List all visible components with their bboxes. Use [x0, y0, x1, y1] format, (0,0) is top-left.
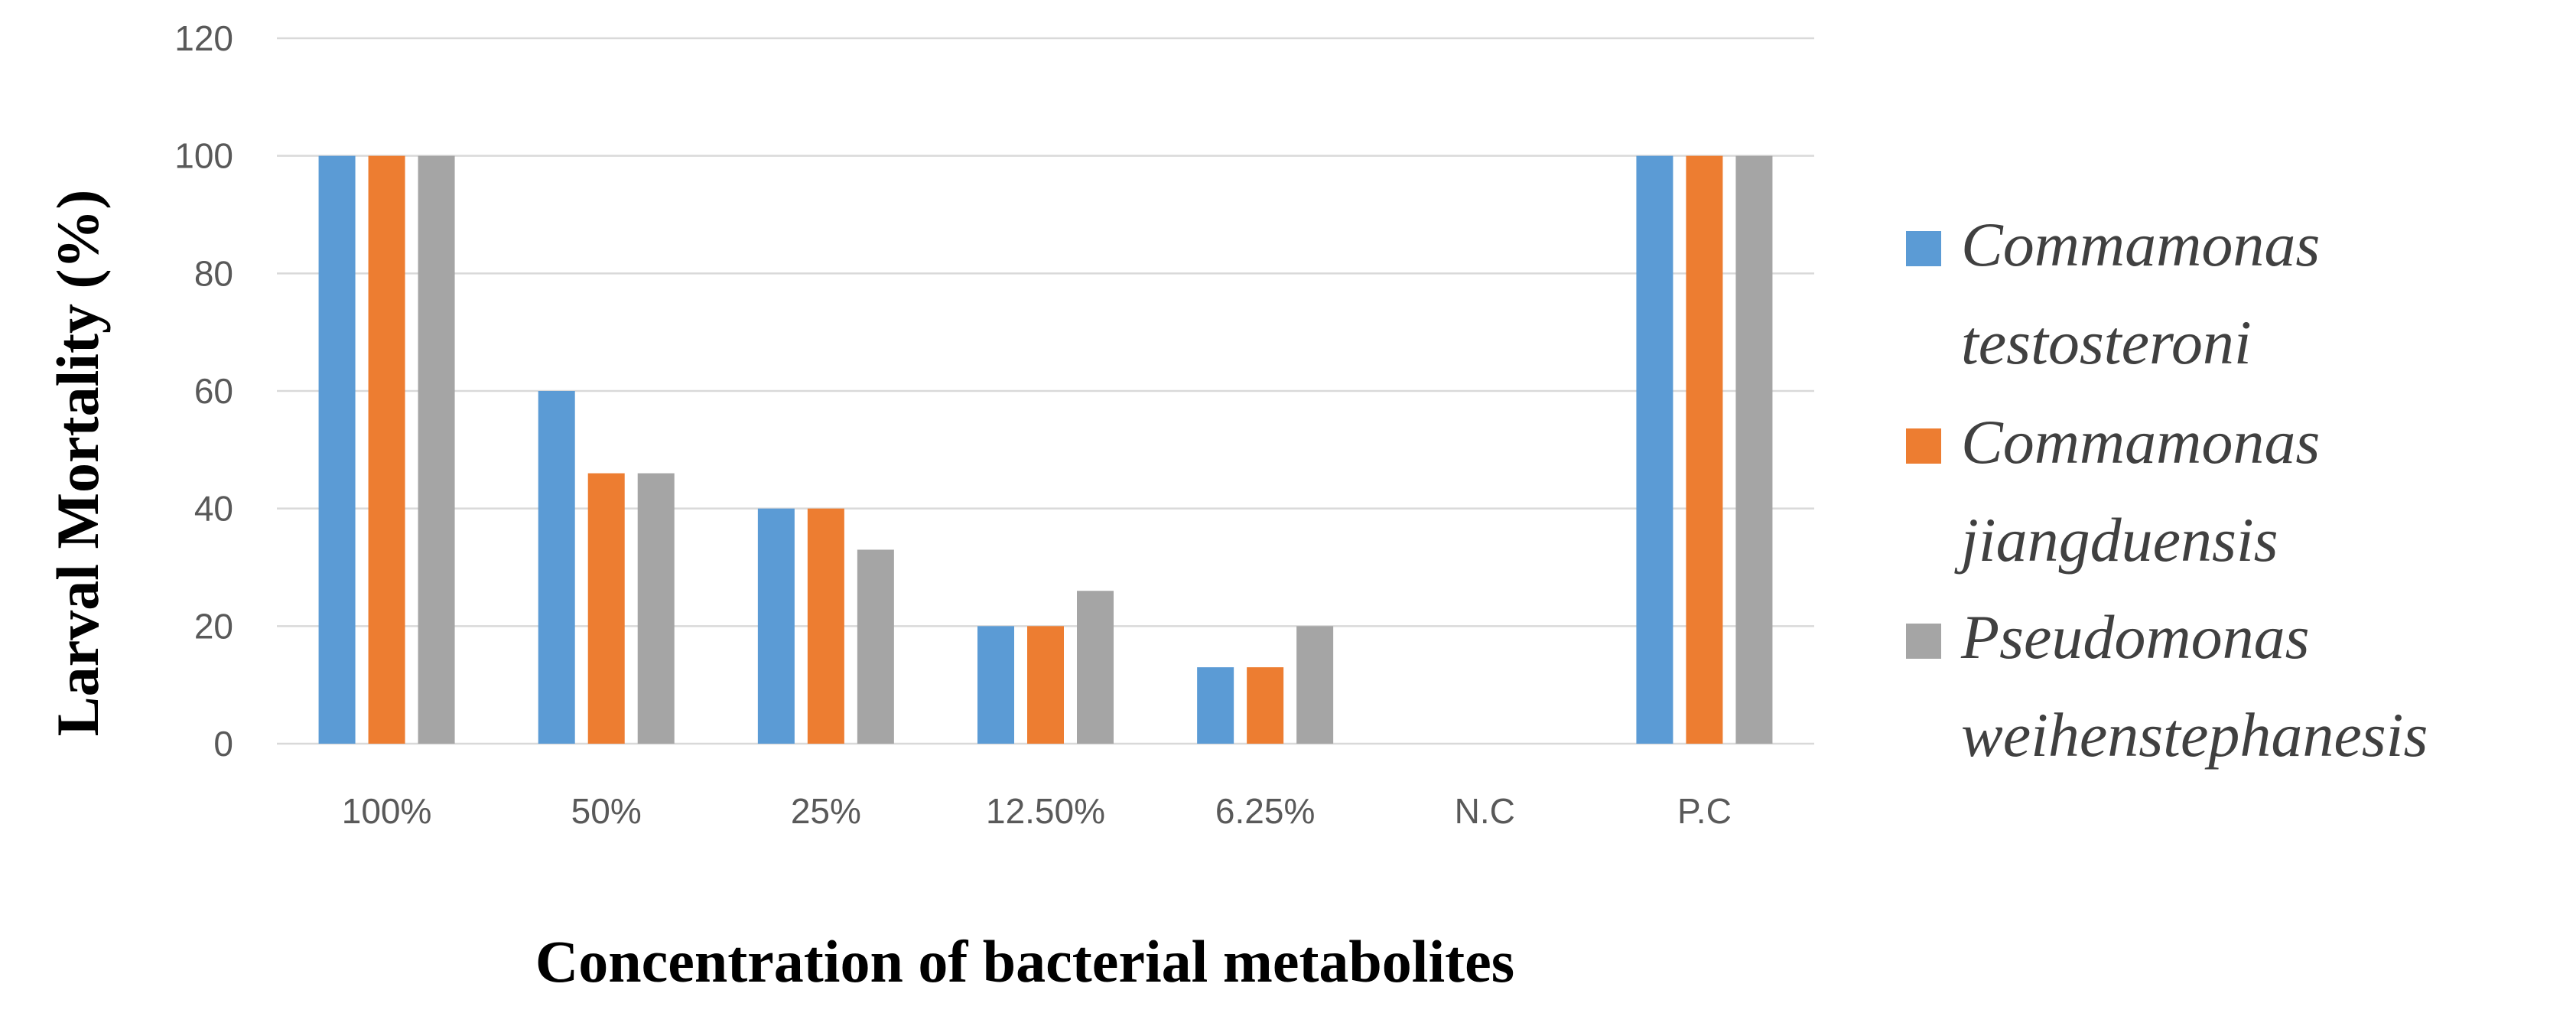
gridlines — [277, 37, 1814, 745]
legend-label-2: jiangduensis — [1954, 505, 2278, 575]
legend-label-3: Pseudomonas — [1960, 602, 2310, 672]
x-tick-label: 100% — [342, 791, 432, 831]
x-tick-labels: 100% 50% 25% 12.50% 6.25% N.C P.C — [342, 791, 1732, 831]
bar-3-3 — [857, 549, 894, 744]
x-tick-label: 25% — [791, 791, 861, 831]
y-tick-label: 20 — [194, 606, 233, 646]
legend-label-3: weihenstephanesis — [1961, 700, 2428, 770]
bars — [318, 155, 1773, 744]
bar-3-1 — [418, 155, 455, 744]
legend: Commamonas testosteroni Commamonas jiangdue… — [1906, 210, 2428, 770]
x-tick-label: 50% — [571, 791, 642, 831]
y-tick-label: 60 — [194, 371, 233, 411]
legend-label-2: Commamonas — [1961, 407, 2320, 477]
bar-2-5 — [1247, 667, 1284, 744]
x-tick-label: 12.50% — [986, 791, 1105, 831]
x-tick-label: P.C — [1677, 791, 1732, 831]
bar-2-2 — [587, 473, 625, 744]
x-tick-label: 6.25% — [1215, 791, 1315, 831]
bar-2-1 — [368, 155, 405, 744]
y-tick-label: 0 — [213, 724, 233, 764]
legend-swatch-3 — [1906, 624, 1941, 659]
y-tick-label: 40 — [194, 489, 233, 529]
x-tick-label: N.C — [1455, 791, 1515, 831]
bar-2-7 — [1686, 155, 1723, 744]
legend-label-1: Commamonas — [1961, 210, 2320, 279]
legend-swatch-1 — [1906, 231, 1941, 266]
y-tick-labels: 0 20 40 60 80 100 120 — [174, 18, 233, 764]
legend-label-1: testosteroni — [1961, 308, 2252, 377]
y-axis-title: Larval Mortality (%) — [44, 190, 111, 737]
y-tick-label: 120 — [174, 18, 233, 58]
bar-1-7 — [1636, 155, 1673, 744]
legend-swatch-2 — [1906, 428, 1941, 464]
bar-1-3 — [757, 508, 795, 744]
bar-1-5 — [1197, 667, 1234, 744]
y-tick-label: 80 — [194, 253, 233, 293]
bar-3-2 — [637, 473, 675, 744]
bar-3-4 — [1077, 591, 1114, 744]
bar-2-4 — [1027, 626, 1064, 744]
bar-1-4 — [977, 626, 1014, 744]
bar-1-2 — [538, 391, 575, 744]
bar-3-7 — [1735, 155, 1773, 744]
y-tick-label: 100 — [174, 136, 233, 176]
bar-1-1 — [318, 155, 356, 744]
bar-3-5 — [1296, 626, 1334, 744]
bar-2-3 — [807, 508, 844, 744]
x-axis-title: Concentration of bacterial metabolites — [535, 928, 1514, 995]
